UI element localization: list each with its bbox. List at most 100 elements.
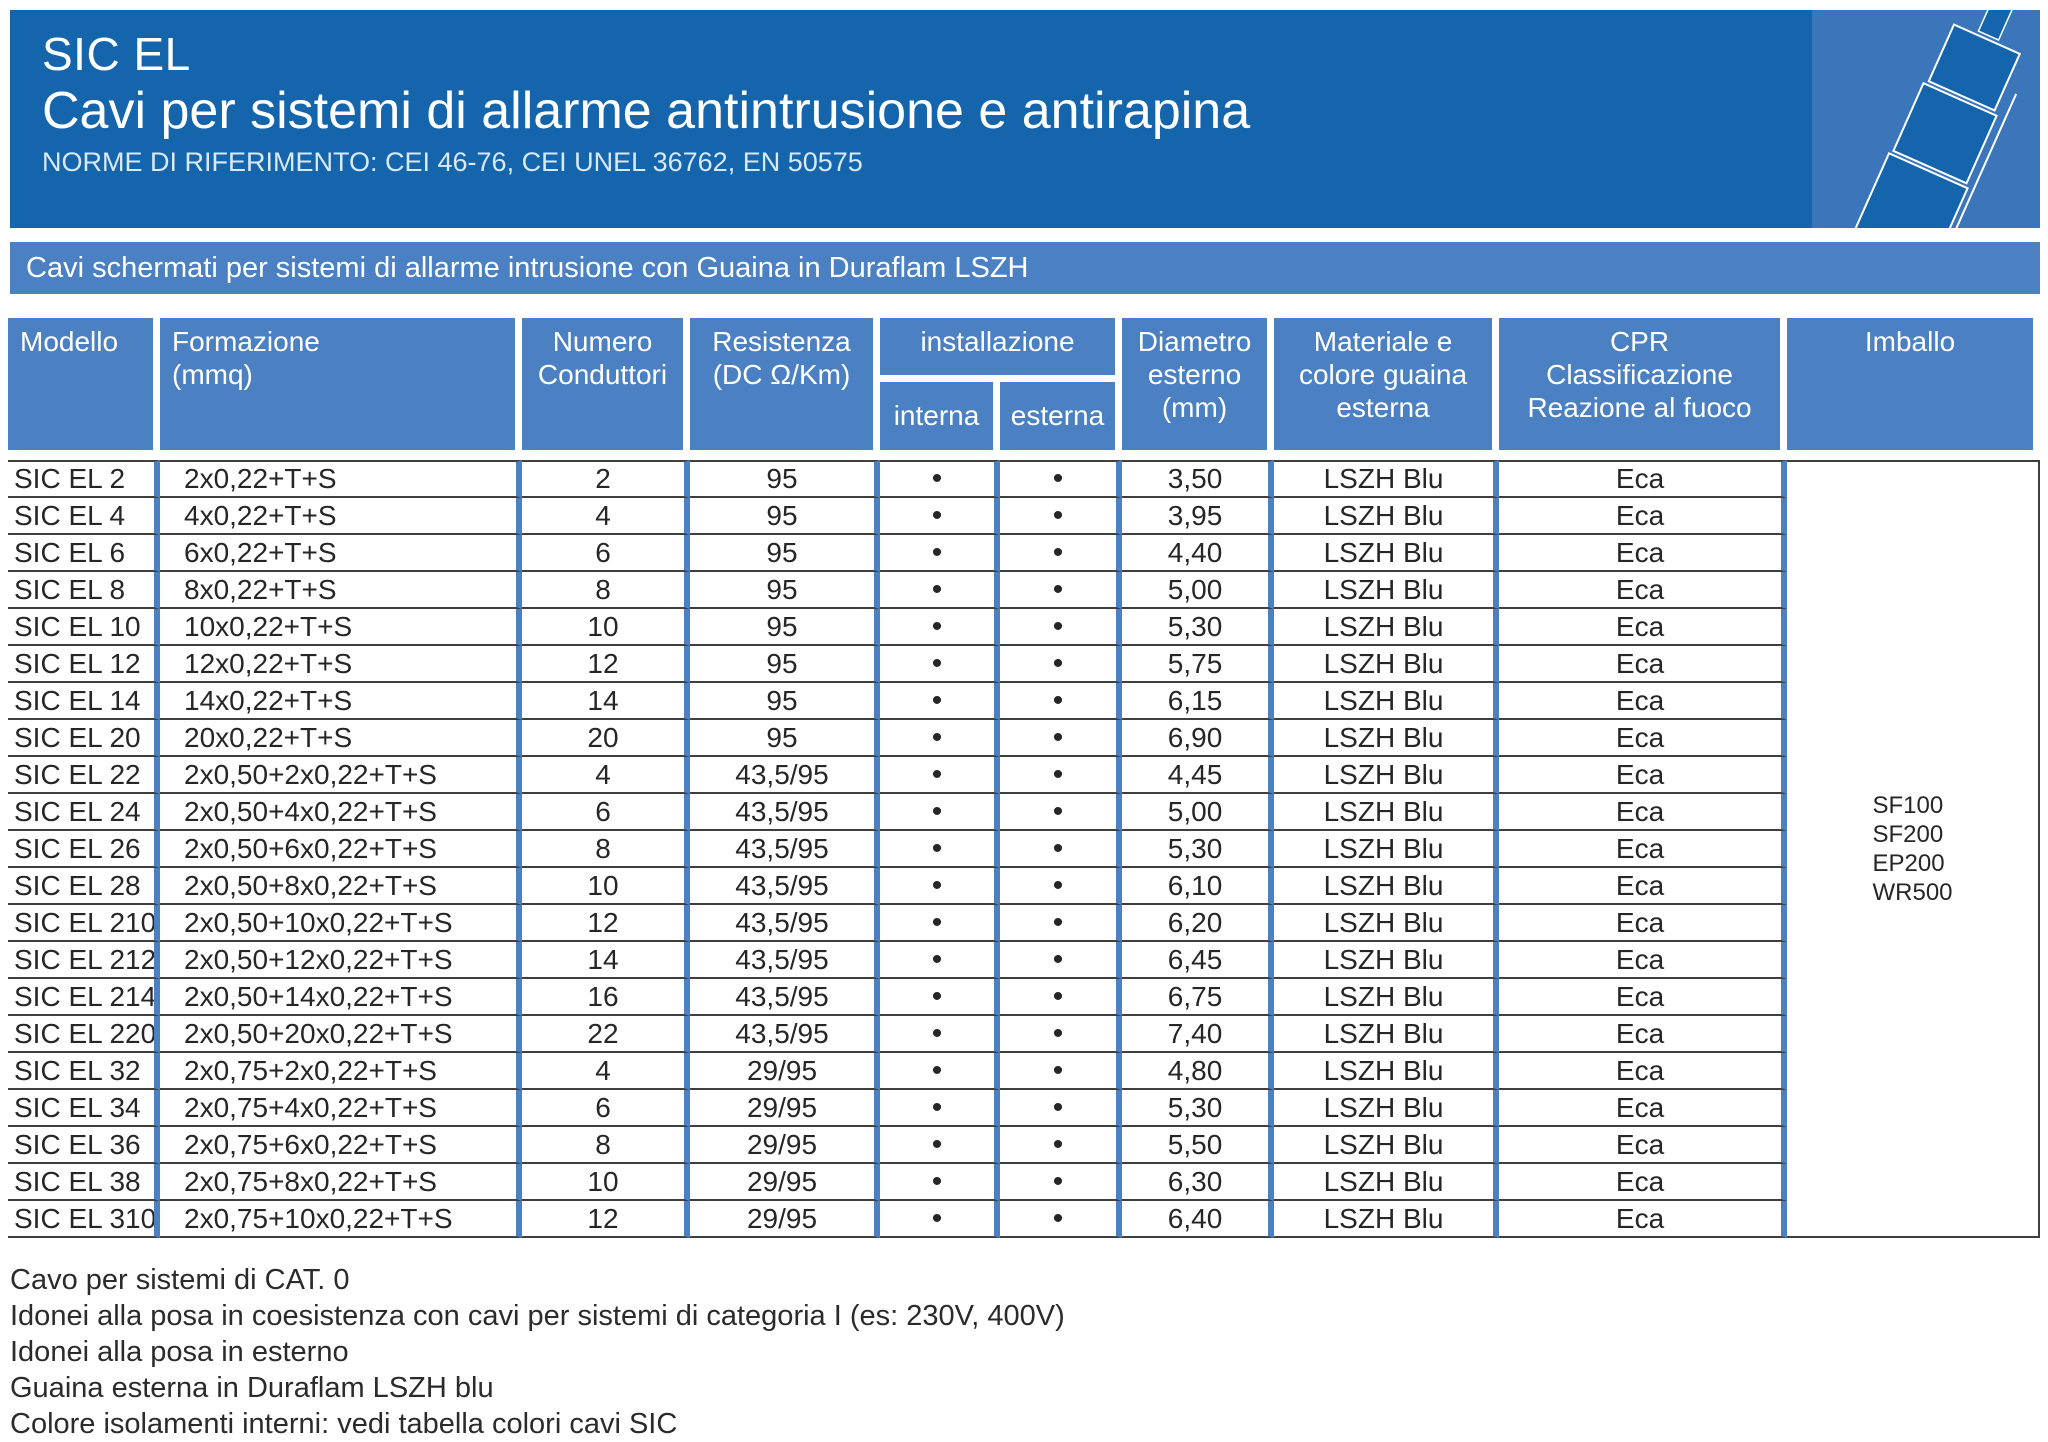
cell-materiale-guaina: LSZH Blu [1274,1201,1500,1238]
cell-resistenza: 95 [690,720,880,757]
table-row: SIC EL 28 2x0,50+8x0,22+T+S 10 43,5/95 • • 6,1… [8,868,2040,905]
cell-materiale-guaina: LSZH Blu [1274,942,1500,979]
table-row: SIC EL 20 20x0,22+T+S 20 95 • • 6,90 LSZH Blu Ec… [8,720,2040,757]
col-header-esterna: esterna [1000,382,1123,460]
cell-diametro-esterno: 6,40 [1122,1201,1275,1238]
cell-formazione: 2x0,50+14x0,22+T+S [160,979,522,1016]
cell-installazione-esterna: • [1000,720,1123,757]
cell-diametro-esterno: 6,45 [1122,942,1275,979]
cell-materiale-guaina: LSZH Blu [1274,1127,1500,1164]
cell-formazione: 8x0,22+T+S [160,572,522,609]
table-row: SIC EL 32 2x0,75+2x0,22+T+S 4 29/95 • • 4,80 LS… [8,1053,2040,1090]
cell-cpr-classificazione: Eca [1499,1090,1788,1127]
cell-materiale-guaina: LSZH Blu [1274,646,1500,683]
cell-installazione-interna: • [880,1090,1000,1127]
cell-cpr-classificazione: Eca [1499,609,1788,646]
cell-cpr-classificazione: Eca [1499,1127,1788,1164]
table-row: SIC EL 34 2x0,75+4x0,22+T+S 6 29/95 • • 5,30 LS… [8,1090,2040,1127]
cell-installazione-interna: • [880,831,1000,868]
cell-formazione: 6x0,22+T+S [160,535,522,572]
table-row: SIC EL 6 6x0,22+T+S 6 95 • • 4,40 LSZH Blu Eca [8,535,2040,572]
cell-installazione-interna: • [880,868,1000,905]
cell-modello: SIC EL 4 [8,498,160,535]
footer-note: Guaina esterna in Duraflam LSZH blu [10,1372,494,1404]
cell-cpr-classificazione: Eca [1499,757,1788,794]
cell-installazione-esterna: • [1000,794,1123,831]
cell-installazione-esterna: • [1000,1164,1123,1201]
cell-installazione-interna: • [880,572,1000,609]
cell-installazione-esterna: • [1000,1016,1123,1053]
cell-numero-conduttori: 8 [522,1127,690,1164]
cell-installazione-esterna: • [1000,1201,1123,1238]
footer-note: Colore isolamenti interni: vedi tabella … [10,1408,678,1440]
cell-materiale-guaina: LSZH Blu [1274,720,1500,757]
cell-cpr-classificazione: Eca [1499,683,1788,720]
cell-formazione: 20x0,22+T+S [160,720,522,757]
cell-diametro-esterno: 6,10 [1122,868,1275,905]
col-header-materiale: Materiale e colore guaina esterna [1274,318,1500,460]
cell-modello: SIC EL 220 [8,1016,160,1053]
cell-modello: SIC EL 212 [8,942,160,979]
table-row: SIC EL 10 10x0,22+T+S 10 95 • • 5,30 LSZH Blu Ec… [8,609,2040,646]
cell-materiale-guaina: LSZH Blu [1274,1090,1500,1127]
cell-resistenza: 95 [690,535,880,572]
cell-installazione-esterna: • [1000,609,1123,646]
cell-numero-conduttori: 2 [522,460,690,498]
cell-modello: SIC EL 10 [8,609,160,646]
cell-resistenza: 95 [690,572,880,609]
cell-resistenza: 43,5/95 [690,942,880,979]
cell-resistenza: 43,5/95 [690,831,880,868]
cell-installazione-interna: • [880,460,1000,498]
cell-modello: SIC EL 36 [8,1127,160,1164]
cell-diametro-esterno: 5,00 [1122,794,1275,831]
table-row: SIC EL 8 8x0,22+T+S 8 95 • • 5,00 LSZH Blu Eca [8,572,2040,609]
cell-resistenza: 29/95 [690,1053,880,1090]
cell-installazione-esterna: • [1000,905,1123,942]
cell-numero-conduttori: 4 [522,498,690,535]
cell-materiale-guaina: LSZH Blu [1274,572,1500,609]
cell-diametro-esterno: 6,20 [1122,905,1275,942]
cell-formazione: 2x0,75+8x0,22+T+S [160,1164,522,1201]
cell-diametro-esterno: 5,00 [1122,572,1275,609]
cell-cpr-classificazione: Eca [1499,1053,1788,1090]
cell-modello: SIC EL 6 [8,535,160,572]
cell-modello: SIC EL 34 [8,1090,160,1127]
cell-installazione-interna: • [880,757,1000,794]
cell-installazione-esterna: • [1000,646,1123,683]
footer-note: Cavo per sistemi di CAT. 0 [10,1264,350,1296]
cell-installazione-interna: • [880,1164,1000,1201]
cell-diametro-esterno: 5,30 [1122,1090,1275,1127]
cell-modello: SIC EL 210 [8,905,160,942]
cell-modello: SIC EL 214 [8,979,160,1016]
cell-installazione-interna: • [880,683,1000,720]
cell-installazione-esterna: • [1000,1090,1123,1127]
cell-installazione-esterna: • [1000,572,1123,609]
cell-cpr-classificazione: Eca [1499,831,1788,868]
cell-formazione: 2x0,50+4x0,22+T+S [160,794,522,831]
cell-diametro-esterno: 4,40 [1122,535,1275,572]
cell-cpr-classificazione: Eca [1499,535,1788,572]
cell-numero-conduttori: 10 [522,609,690,646]
cell-resistenza: 43,5/95 [690,757,880,794]
cell-installazione-interna: • [880,720,1000,757]
product-code: SIC EL [42,28,191,80]
cell-resistenza: 95 [690,609,880,646]
cell-materiale-guaina: LSZH Blu [1274,1164,1500,1201]
footer-note: Idonei alla posa in esterno [10,1336,349,1368]
cell-numero-conduttori: 14 [522,683,690,720]
spec-table: Modello Formazione (mmq) Numero Condutto… [8,318,2041,1238]
cell-modello: SIC EL 14 [8,683,160,720]
cell-installazione-esterna: • [1000,868,1123,905]
cell-resistenza: 29/95 [690,1201,880,1238]
cell-installazione-interna: • [880,979,1000,1016]
cell-modello: SIC EL 24 [8,794,160,831]
cell-diametro-esterno: 5,50 [1122,1127,1275,1164]
cell-installazione-interna: • [880,1053,1000,1090]
cell-installazione-interna: • [880,1016,1000,1053]
cell-diametro-esterno: 3,50 [1122,460,1275,498]
cell-resistenza: 29/95 [690,1127,880,1164]
cell-resistenza: 43,5/95 [690,868,880,905]
cell-numero-conduttori: 12 [522,905,690,942]
cell-resistenza: 29/95 [690,1164,880,1201]
cell-numero-conduttori: 8 [522,572,690,609]
